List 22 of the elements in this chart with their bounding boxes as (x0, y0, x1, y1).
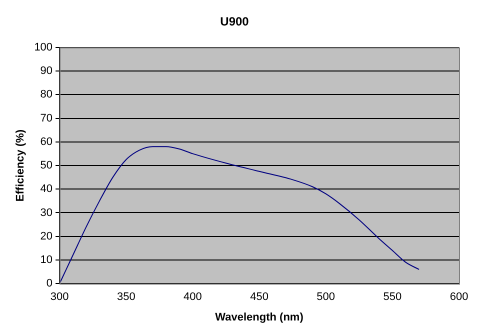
y-tick-label: 60 (40, 136, 53, 148)
y-tick-label: 50 (40, 160, 53, 172)
x-tick-label: 400 (184, 291, 202, 304)
y-tick-label: 80 (40, 88, 53, 101)
y-tick-label: 100 (34, 41, 53, 54)
y-tick-label: 90 (40, 65, 53, 78)
line-series (60, 146, 420, 284)
y-tick-label: 40 (40, 183, 53, 196)
x-tick-label: 300 (50, 291, 69, 304)
y-tick-label: 70 (40, 112, 53, 124)
y-tick-label: 10 (40, 254, 53, 266)
y-tick-label: 30 (40, 206, 53, 219)
x-axis-title: Wavelength (nm) (215, 311, 304, 324)
x-tick-label: 600 (450, 291, 468, 304)
x-tick-label: 450 (250, 291, 268, 304)
x-tick-label: 350 (116, 291, 136, 304)
chart-title: U900 (220, 14, 250, 29)
y-axis-title: Efficiency (%) (14, 129, 27, 202)
y-tick-label: 20 (40, 230, 53, 242)
y-tick-label: 0 (46, 278, 53, 290)
x-tick-label: 500 (316, 291, 336, 304)
x-tick-label: 550 (383, 291, 402, 304)
